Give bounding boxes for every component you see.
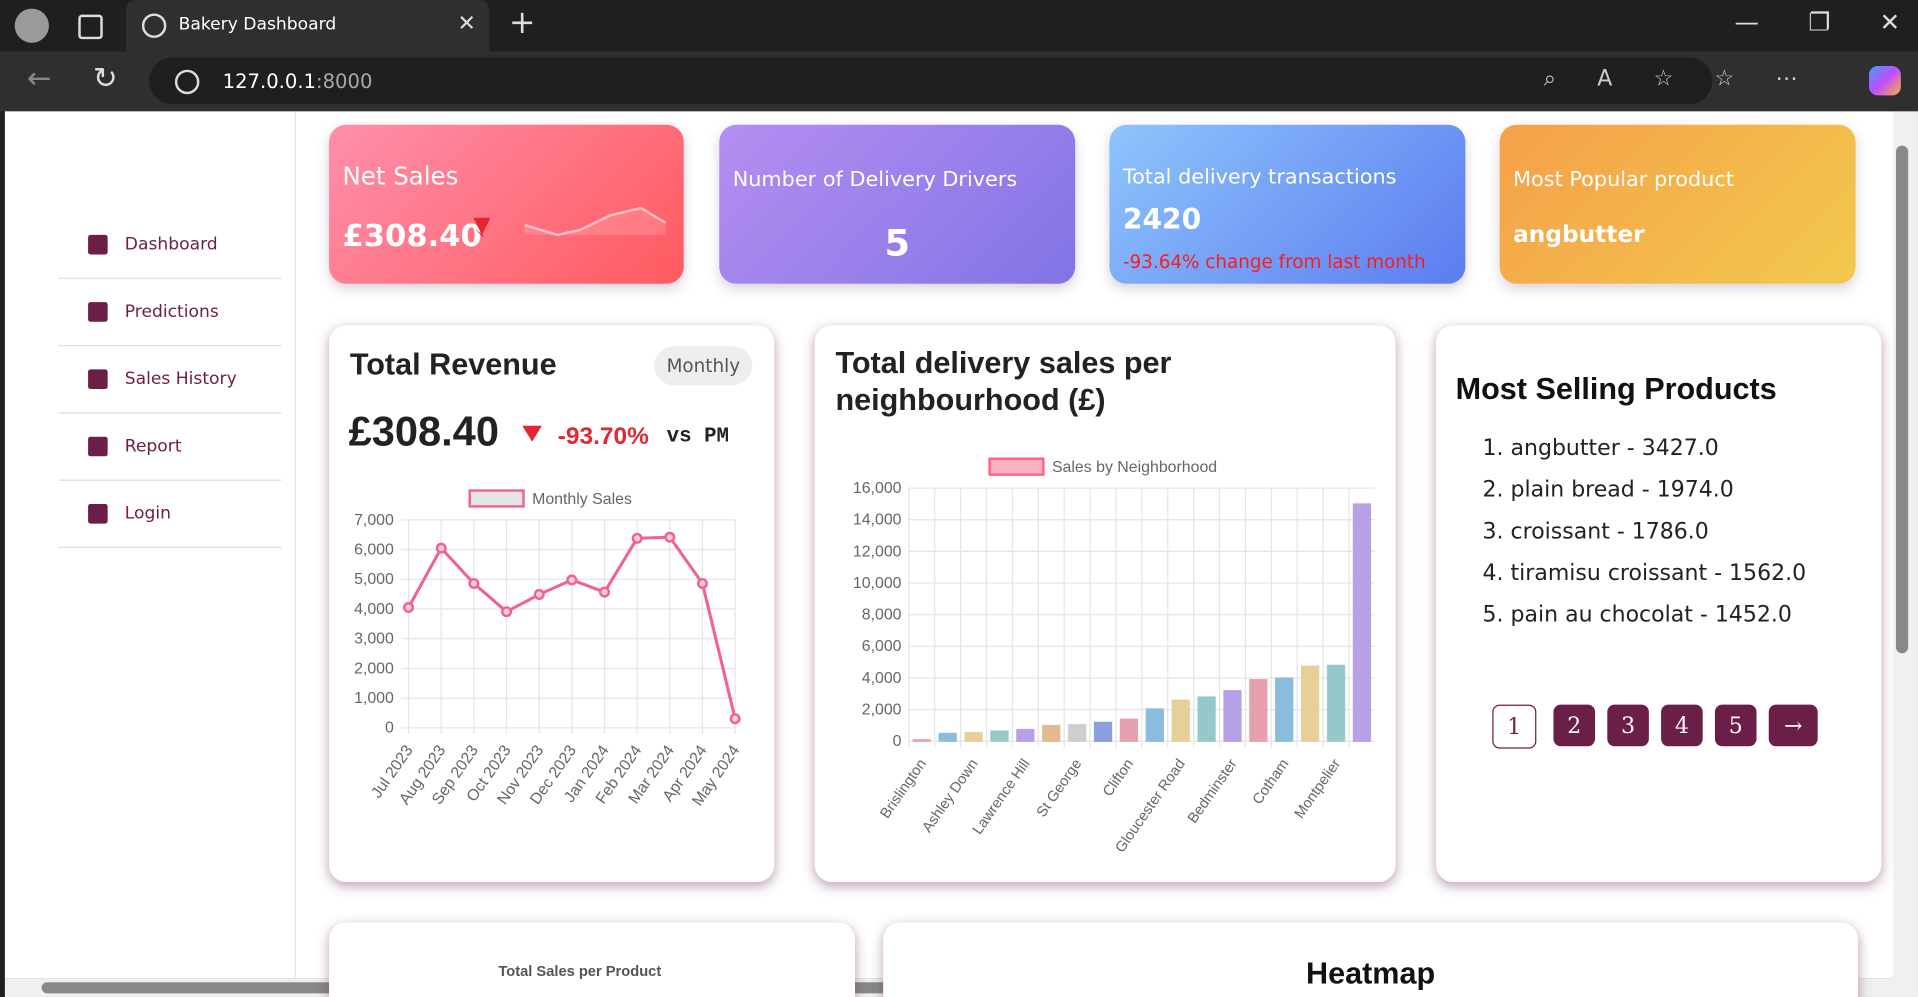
nav-label: Predictions xyxy=(124,301,219,322)
active-tab[interactable] xyxy=(125,0,490,52)
card-title: Net Sales xyxy=(342,161,459,191)
site-info[interactable] xyxy=(174,69,200,95)
product-item: 2. plain bread - 1974.0 xyxy=(1482,477,1734,503)
sparkline xyxy=(473,206,667,237)
revenue-panel: Total Revenue Monthly £308.40 -93.70% vs… xyxy=(329,325,775,882)
card-popular: Most Popular product angbutter xyxy=(1499,124,1856,284)
back[interactable]: ← xyxy=(26,61,52,96)
panel-title: Most Selling Products xyxy=(1455,371,1777,407)
card-value: £308.40 xyxy=(342,217,482,254)
card-transactions: Total delivery transactions 2420 -93.64%… xyxy=(1109,124,1466,284)
delivery-panel: Total delivery sales per neighbourhood (… xyxy=(814,325,1396,882)
card-title: Most Popular product xyxy=(1513,167,1734,193)
page-button[interactable]: 2 xyxy=(1553,704,1596,747)
nav-label: Login xyxy=(124,503,171,523)
bottom-panel: Total Sales per Product xyxy=(329,922,856,997)
page-button[interactable]: 3 xyxy=(1607,704,1649,747)
nav-icon xyxy=(88,234,108,254)
nav-icon xyxy=(88,301,108,322)
product-text: pain au chocolat - 1452.0 xyxy=(1510,601,1792,628)
product-text: tiramisu croissant - 1562.0 xyxy=(1510,560,1807,586)
page-button[interactable]: → xyxy=(1768,704,1818,747)
nav-item[interactable]: Dashboard xyxy=(58,210,282,279)
revenue-compare: vs PM xyxy=(666,425,730,449)
nav-item[interactable]: Sales History xyxy=(58,345,282,414)
down-arrow xyxy=(522,425,542,442)
tab-title: Bakery Dashboard xyxy=(178,14,337,35)
url-port: :8000 xyxy=(316,69,373,93)
card-note: -93.64% change from last month xyxy=(1122,250,1426,273)
nav-label: Report xyxy=(124,436,182,456)
product-item: 1. angbutter - 3427.0 xyxy=(1482,435,1719,462)
panel-title: Total delivery sales per neighbourhood (… xyxy=(835,346,1172,418)
product-text: angbutter - 3427.0 xyxy=(1510,435,1719,462)
card-net-sales: Net Sales £308.40 xyxy=(329,124,684,284)
product-item: 5. pain au chocolat - 1452.0 xyxy=(1482,601,1792,628)
product-item: 4. tiramisu croissant - 1562.0 xyxy=(1482,560,1807,586)
product-item: 3. croissant - 1786.0 xyxy=(1482,518,1709,545)
reload[interactable]: ↻ xyxy=(92,61,118,96)
product-text: croissant - 1786.0 xyxy=(1510,518,1709,545)
card-value: angbutter xyxy=(1513,221,1645,249)
page-button[interactable]: 5 xyxy=(1714,704,1757,747)
nav-icon xyxy=(88,368,108,389)
revenue-value: £308.40 xyxy=(348,408,499,456)
product-text: plain bread - 1974.0 xyxy=(1510,477,1734,503)
sidebar-border xyxy=(294,111,297,979)
card-value: 5 xyxy=(884,222,910,266)
products-panel: Most Selling Products 1. angbutter - 342… xyxy=(1436,325,1882,882)
nav-item[interactable]: Login xyxy=(58,480,282,549)
toolbar-icons[interactable]: ⌕ A ☆ ☆ ⋯ xyxy=(1543,66,1798,92)
bottom-panel: Heatmap xyxy=(883,922,1859,997)
card-title: Total delivery transactions xyxy=(1122,165,1397,190)
panel-title: Heatmap xyxy=(1306,956,1436,991)
tab-close[interactable]: ✕ xyxy=(457,11,476,37)
tab-icon xyxy=(141,13,167,38)
card-title: Number of Delivery Drivers xyxy=(732,167,1018,193)
page-button[interactable]: 1 xyxy=(1492,704,1537,749)
nav-item[interactable]: Predictions xyxy=(58,278,282,347)
nav-icon xyxy=(88,503,108,523)
nav-label: Dashboard xyxy=(124,234,218,254)
tab-actions[interactable] xyxy=(78,14,103,40)
card-value: 2420 xyxy=(1122,204,1202,237)
revenue-change: -93.70% xyxy=(557,423,649,451)
panel-title: Total Revenue xyxy=(349,347,557,382)
v-scrollbar xyxy=(1893,111,1918,997)
url-host: 127.0.0.1 xyxy=(222,69,317,93)
nav-label: Sales History xyxy=(124,368,237,389)
panel-title: Total Sales per Product xyxy=(498,962,662,980)
new-tab[interactable]: + xyxy=(508,4,536,42)
page-button[interactable]: 4 xyxy=(1661,704,1703,747)
address-bar[interactable] xyxy=(149,57,1713,104)
period-button[interactable]: Monthly xyxy=(654,346,753,386)
profile[interactable] xyxy=(14,8,49,43)
nav-icon xyxy=(88,436,108,456)
nav-item[interactable]: Report xyxy=(58,412,282,481)
url: 127.0.0.1:8000 xyxy=(223,70,373,93)
card-drivers: Number of Delivery Drivers 5 xyxy=(719,124,1076,284)
window-controls[interactable]: — ❐ ✕ xyxy=(1734,7,1901,37)
copilot[interactable] xyxy=(1869,66,1901,96)
